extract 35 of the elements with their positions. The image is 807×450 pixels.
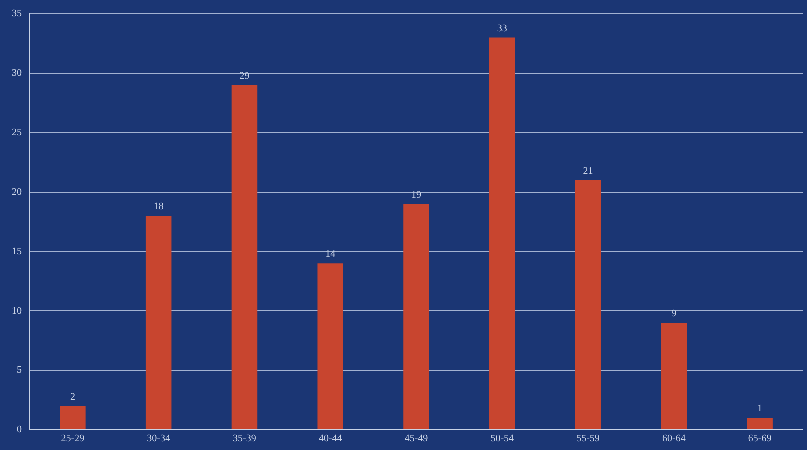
y-tick-label: 35 — [12, 8, 22, 20]
data-label: 19 — [412, 190, 422, 201]
data-label: 29 — [240, 70, 250, 82]
x-tick-label: 25-29 — [61, 434, 85, 445]
y-tick-label: 10 — [12, 306, 22, 317]
data-label: 2 — [70, 392, 76, 403]
x-tick-label: 30-34 — [147, 434, 171, 445]
y-tick-label: 30 — [12, 68, 22, 80]
bar — [575, 180, 602, 430]
x-tick-label: 45-49 — [404, 434, 428, 445]
data-label: 1 — [758, 404, 763, 415]
data-label: 14 — [326, 249, 336, 260]
bar — [318, 264, 344, 430]
y-tick-label: 20 — [12, 186, 22, 198]
x-tick-label: 65-69 — [748, 434, 772, 445]
data-label: 9 — [672, 308, 677, 320]
x-tick-label: 40-44 — [318, 434, 342, 445]
data-label: 18 — [154, 202, 164, 213]
x-tick-label: 50-54 — [490, 434, 514, 445]
data-label: 21 — [583, 166, 594, 178]
y-tick-label: 0 — [17, 424, 22, 436]
data-label: 33 — [497, 23, 508, 34]
bar — [661, 323, 688, 430]
bar — [232, 85, 258, 430]
bar — [490, 38, 516, 430]
x-tick-label: 35-39 — [233, 434, 256, 445]
x-tick-label: 55-59 — [576, 434, 600, 445]
bar — [60, 406, 86, 430]
y-tick-label: 15 — [12, 246, 22, 258]
y-tick-label: 25 — [12, 127, 22, 138]
x-tick-label: 60-64 — [662, 434, 686, 445]
bar — [146, 216, 172, 430]
y-tick-label: 5 — [17, 365, 22, 376]
bar — [404, 204, 430, 430]
bar — [747, 418, 773, 430]
